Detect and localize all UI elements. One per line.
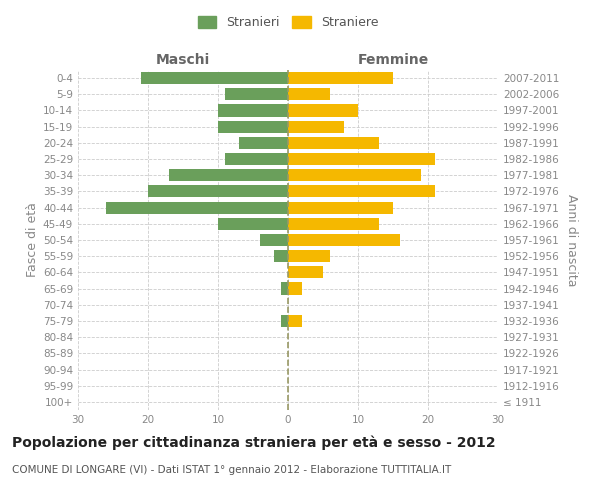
Bar: [148, 186, 288, 198]
Bar: [106, 202, 288, 213]
Y-axis label: Fasce di età: Fasce di età: [26, 202, 39, 278]
Bar: [288, 72, 393, 84]
Bar: [225, 88, 288, 101]
Text: Popolazione per cittadinanza straniera per età e sesso - 2012: Popolazione per cittadinanza straniera p…: [12, 435, 496, 450]
Bar: [288, 88, 330, 101]
Bar: [288, 153, 435, 165]
Bar: [281, 315, 288, 327]
Bar: [218, 104, 288, 117]
Text: COMUNE DI LONGARE (VI) - Dati ISTAT 1° gennaio 2012 - Elaborazione TUTTITALIA.IT: COMUNE DI LONGARE (VI) - Dati ISTAT 1° g…: [12, 465, 451, 475]
Bar: [288, 120, 344, 132]
Bar: [288, 137, 379, 149]
Bar: [141, 72, 288, 84]
Bar: [281, 282, 288, 294]
Bar: [274, 250, 288, 262]
Bar: [288, 282, 302, 294]
Legend: Stranieri, Straniere: Stranieri, Straniere: [193, 11, 383, 34]
Bar: [288, 234, 400, 246]
Bar: [288, 315, 302, 327]
Bar: [239, 137, 288, 149]
Bar: [260, 234, 288, 246]
Bar: [288, 250, 330, 262]
Bar: [288, 169, 421, 181]
Bar: [288, 218, 379, 230]
Bar: [225, 153, 288, 165]
Bar: [218, 218, 288, 230]
Bar: [218, 120, 288, 132]
Bar: [288, 104, 358, 117]
Y-axis label: Anni di nascita: Anni di nascita: [565, 194, 578, 286]
Bar: [288, 186, 435, 198]
Bar: [288, 266, 323, 278]
Bar: [169, 169, 288, 181]
Text: Maschi: Maschi: [156, 53, 210, 67]
Text: Femmine: Femmine: [358, 53, 428, 67]
Bar: [288, 202, 393, 213]
